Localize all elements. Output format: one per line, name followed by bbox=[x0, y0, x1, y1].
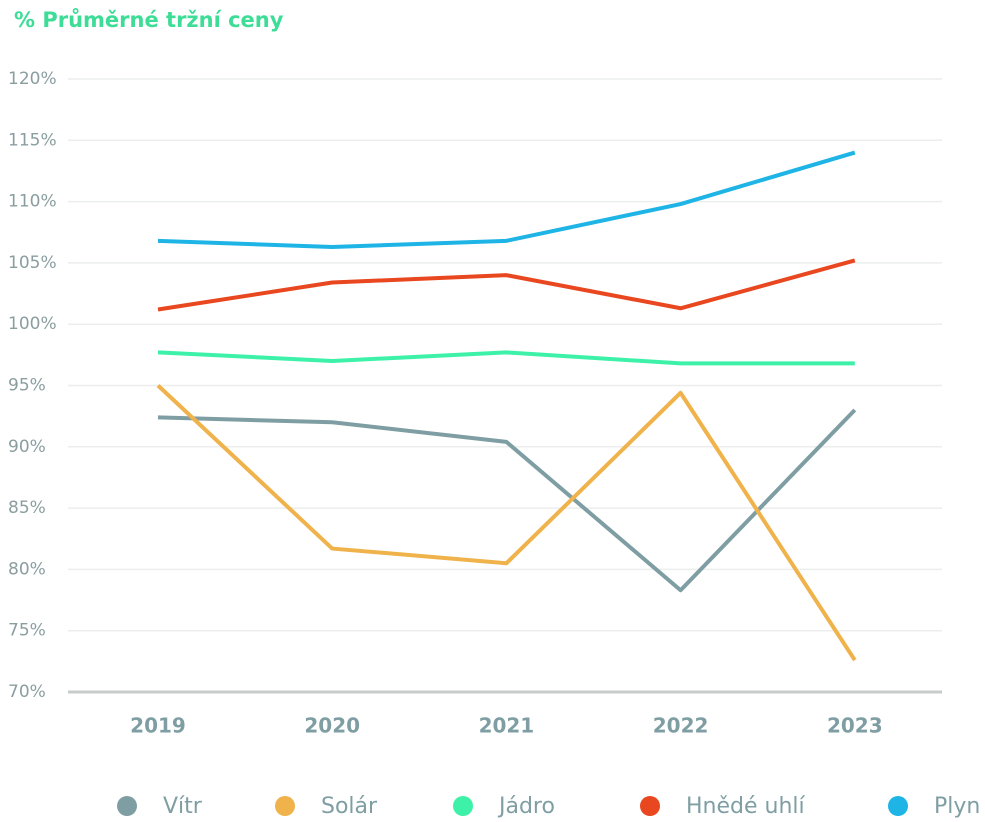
y-tick-label: 115% bbox=[8, 130, 57, 150]
legend-marker bbox=[275, 796, 295, 816]
x-tick-label: 2022 bbox=[653, 714, 709, 738]
legend-label: Vítr bbox=[163, 794, 203, 819]
legend-marker bbox=[640, 796, 660, 816]
y-tick-label: 75% bbox=[8, 621, 46, 641]
x-tick-label: 2023 bbox=[827, 714, 883, 738]
y-tick-label: 120% bbox=[8, 69, 57, 89]
legend-label: Hnědé uhlí bbox=[686, 794, 806, 819]
x-tick-label: 2020 bbox=[304, 714, 360, 738]
legend-label: Solár bbox=[321, 794, 378, 819]
y-tick-label: 85% bbox=[8, 498, 46, 518]
legend-label: Plyn bbox=[934, 794, 980, 819]
legend-marker bbox=[888, 796, 908, 816]
legend-marker bbox=[117, 796, 137, 816]
y-tick-label: 105% bbox=[8, 253, 57, 273]
line bbox=[157, 258, 856, 312]
line bbox=[156, 384, 857, 662]
x-tick-label: 2021 bbox=[479, 714, 535, 738]
line bbox=[157, 350, 855, 366]
x-tick-label: 2019 bbox=[130, 714, 186, 738]
legend-label: Jádro bbox=[497, 794, 555, 819]
y-tick-label: 70% bbox=[8, 682, 46, 702]
y-tick-label: 100% bbox=[8, 314, 57, 334]
line bbox=[157, 150, 856, 249]
line bbox=[157, 408, 857, 593]
y-tick-label: 110% bbox=[8, 192, 57, 212]
y-tick-label: 80% bbox=[8, 559, 46, 579]
y-tick-label: 90% bbox=[8, 437, 46, 457]
y-tick-label: 95% bbox=[8, 376, 46, 396]
chart-title: % Průměrné tržní ceny bbox=[14, 8, 284, 32]
legend-marker bbox=[453, 796, 473, 816]
